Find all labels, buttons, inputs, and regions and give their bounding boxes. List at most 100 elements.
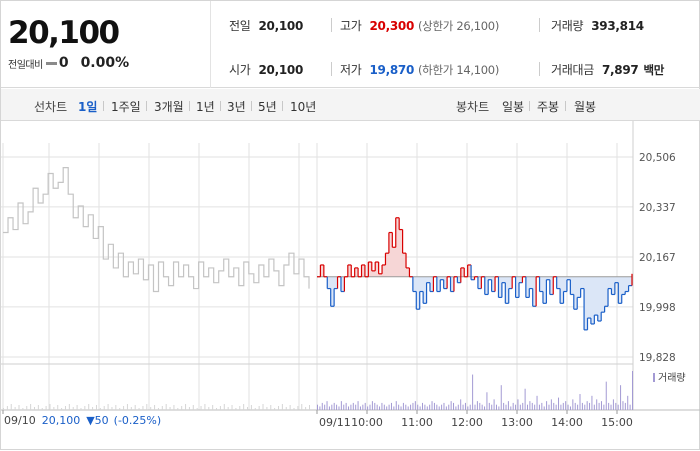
volume-bar [579, 394, 581, 410]
stat-volume: 거래량 393,814 [551, 17, 644, 34]
tab-1year[interactable]: 1년 [196, 100, 215, 114]
volume-bar [493, 399, 495, 410]
volume-bar [603, 404, 605, 410]
price-box: 20,100 전일대비 0 0.00% [1, 1, 211, 88]
prev-volume-bar [301, 404, 303, 410]
prev-volume-bar [99, 408, 101, 410]
chart-period-tabs: 선차트 1일 1주일 3개월 1년 3년 5년 10년 봉차트 일봉 주봉 월봉 [1, 89, 700, 121]
prev-volume-bar [309, 405, 310, 410]
prev-volume-bar [154, 405, 156, 410]
volume-bar [617, 404, 619, 410]
prev-volume-bar [107, 404, 109, 410]
volume-bar [426, 406, 428, 410]
prev-volume-bar [138, 408, 140, 410]
prev-volume-bar [37, 405, 39, 410]
volume-bar [517, 399, 519, 410]
prev-volume-bar [243, 404, 245, 410]
volume-bar [476, 401, 478, 410]
prev-volume-bar [49, 404, 51, 410]
volume-bar [515, 404, 517, 410]
volume-bar [589, 402, 591, 410]
volume-bar [615, 402, 617, 410]
turnover-unit: 백만 [643, 63, 664, 77]
volume-bar [577, 404, 579, 410]
volume-legend-label: 거래량 [658, 372, 686, 384]
prev-volume-bar [115, 405, 117, 410]
tab-weekly-candle[interactable]: 주봉 [537, 100, 560, 114]
volume-bar [338, 406, 340, 410]
volume-bar [591, 395, 593, 410]
stat-value: 20,300 [369, 19, 414, 33]
volume-bar [486, 392, 488, 410]
volume-bar [402, 402, 404, 410]
prev-day-date: 09/10 [4, 414, 36, 427]
volume-bar [357, 401, 359, 410]
stat-value: 393,814 [591, 19, 644, 33]
tab-10year[interactable]: 10년 [290, 100, 317, 114]
y-tick-label: 20,167 [639, 252, 676, 264]
volume-bar [336, 404, 338, 410]
stat-prev-close: 전일 20,100 [229, 17, 303, 34]
volume-bar [555, 404, 557, 410]
prev-volume-bar [33, 407, 35, 410]
prev-volume-bar [223, 404, 225, 410]
prev-volume-bar [80, 408, 82, 410]
tab-5year[interactable]: 5년 [258, 100, 277, 114]
volume-bar [443, 402, 445, 410]
volume-bar [629, 404, 631, 410]
volume-bar [627, 395, 629, 410]
volume-bar [359, 406, 361, 410]
volume-bar [531, 402, 533, 410]
volume-bar [498, 406, 500, 410]
prev-volume-bar [274, 408, 276, 410]
volume-bar [524, 388, 526, 410]
volume-bar [379, 406, 381, 410]
tab-3month[interactable]: 3개월 [154, 100, 184, 114]
stat-turnover: 거래대금 7,897 백만 [551, 61, 664, 78]
prev-volume-bar [84, 406, 86, 410]
current-price: 20,100 [8, 15, 120, 51]
prev-volume-bar [165, 404, 167, 410]
change-value: 0 [58, 55, 69, 71]
prev-day-pct: (-0.25%) [113, 414, 162, 427]
prev-volume-bar [204, 404, 206, 410]
volume-bar [620, 385, 622, 410]
volume-bar [395, 401, 397, 410]
volume-bar [460, 399, 462, 410]
prev-volume-bar [103, 406, 105, 410]
volume-bar [624, 402, 626, 410]
prev-volume-bar [254, 408, 256, 410]
volume-bar [541, 402, 543, 410]
volume-bar [462, 404, 464, 410]
volume-bar [522, 402, 524, 410]
volume-bar [562, 402, 564, 410]
candle-chart-title: 봉차트 [456, 100, 490, 114]
tab-monthly-candle[interactable]: 월봉 [574, 100, 597, 114]
tab-1day[interactable]: 1일 [78, 100, 98, 114]
up-area-fill [317, 217, 632, 277]
y-tick-label: 20,337 [639, 202, 676, 214]
prev-volume-bar [119, 408, 121, 410]
tab-3year[interactable]: 3년 [227, 100, 246, 114]
volume-bar [364, 402, 366, 410]
volume-bar [319, 406, 321, 410]
divider [539, 62, 540, 76]
prev-volume-bar [76, 405, 78, 410]
volume-bar [348, 406, 350, 410]
prev-volume-bar [72, 407, 74, 410]
prev-volume-bar [61, 408, 63, 410]
volume-bar [424, 404, 426, 410]
x-axis: 09/11 10:00 11:00 12:00 13:00 14:00 15:00 [2, 410, 633, 429]
prev-volume-bar [111, 407, 113, 410]
prev-volume-bar [216, 408, 218, 410]
volume-bar [352, 402, 354, 410]
prev-volume-bar [53, 407, 55, 410]
prev-volume-bar [297, 406, 299, 410]
prev-volume-bar [270, 405, 272, 410]
volume-bar [324, 404, 326, 410]
volume-bar [369, 404, 371, 410]
prev-volume-bar [130, 407, 132, 410]
tab-daily-candle[interactable]: 일봉 [502, 100, 525, 114]
prev-volume-bar [26, 406, 28, 410]
tab-1week[interactable]: 1주일 [111, 100, 141, 114]
